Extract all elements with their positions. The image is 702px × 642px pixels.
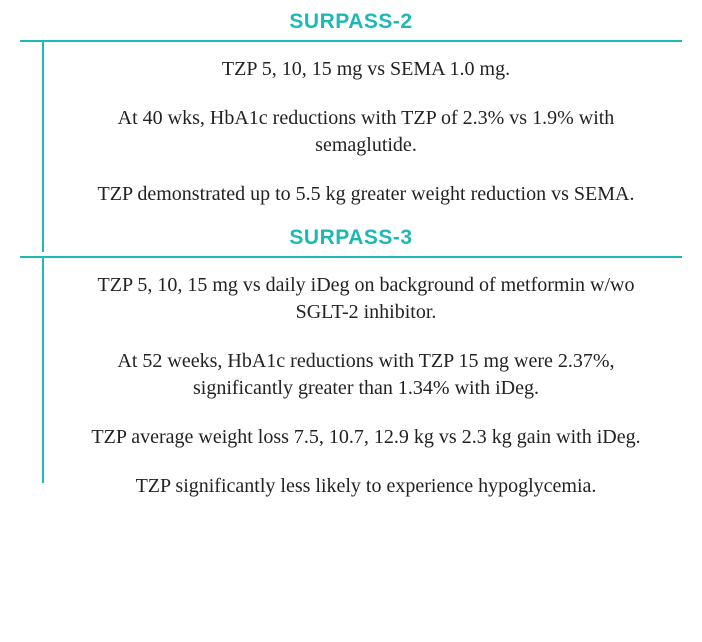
divider xyxy=(20,40,682,42)
divider xyxy=(20,256,682,258)
content-block: TZP 5, 10, 15 mg vs daily iDeg on backgr… xyxy=(20,272,682,500)
section-surpass-3: SURPASS-3 TZP 5, 10, 15 mg vs daily iDeg… xyxy=(20,226,682,500)
section-title: SURPASS-3 xyxy=(20,226,682,250)
section-title: SURPASS-2 xyxy=(20,10,682,34)
paragraph: TZP significantly less likely to experie… xyxy=(70,473,662,500)
paragraph: TZP 5, 10, 15 mg vs daily iDeg on backgr… xyxy=(70,272,662,326)
paragraph: At 40 wks, HbA1c reductions with TZP of … xyxy=(70,105,662,159)
vertical-accent-line xyxy=(42,258,44,483)
paragraph: At 52 weeks, HbA1c reductions with TZP 1… xyxy=(70,348,662,402)
paragraph: TZP demonstrated up to 5.5 kg greater we… xyxy=(70,181,662,208)
vertical-accent-line xyxy=(42,42,44,252)
paragraph: TZP 5, 10, 15 mg vs SEMA 1.0 mg. xyxy=(70,56,662,83)
section-surpass-2: SURPASS-2 TZP 5, 10, 15 mg vs SEMA 1.0 m… xyxy=(20,10,682,208)
content-block: TZP 5, 10, 15 mg vs SEMA 1.0 mg. At 40 w… xyxy=(20,56,682,208)
paragraph: TZP average weight loss 7.5, 10.7, 12.9 … xyxy=(70,424,662,451)
